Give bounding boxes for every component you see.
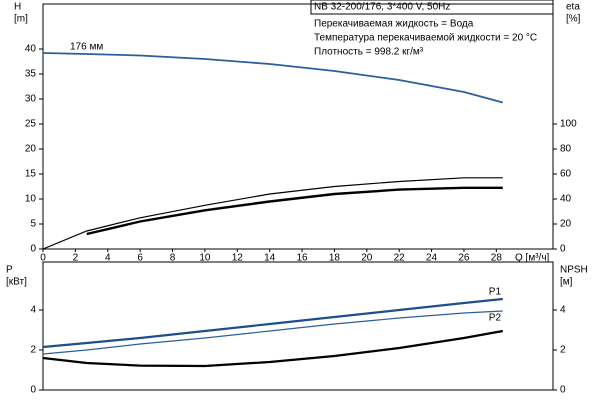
series-line [42, 329, 503, 368]
series-line [86, 186, 503, 236]
y2-axis-label: eta [566, 2, 580, 13]
y-tick-label: 35 [25, 69, 37, 80]
y-axis-label: P [6, 265, 13, 276]
y-axis-label: H [14, 2, 21, 13]
y2-tick-label: 80 [560, 144, 572, 155]
y-tick-label: 0 [30, 244, 36, 255]
x-tick-label: 28 [491, 253, 503, 264]
note: Перекачиваемая жидкость = Вода [314, 19, 474, 30]
note: Температура перекачиваемой жидкости = 20… [314, 33, 537, 44]
y-tick-label: 15 [25, 169, 37, 180]
annotation: 176 мм [70, 42, 103, 53]
y-tick-label: 20 [25, 144, 37, 155]
plot-frame [42, 261, 554, 391]
chart-title: NB 32-200/176, 3*400 V, 50Hz [314, 2, 450, 13]
y-tick-label: 30 [25, 94, 37, 105]
y2-tick-label: 2 [560, 345, 566, 356]
y2-tick-label: 0 [560, 385, 566, 396]
y2-tick-label: 40 [560, 194, 572, 205]
x-tick-label: 20 [361, 253, 373, 264]
series-label: P1 [489, 287, 502, 298]
y2-tick-label: 60 [560, 169, 572, 180]
plot-frame [42, 3, 554, 250]
title-box [310, 0, 554, 15]
y-axis-label: [m] [14, 14, 28, 25]
x-tick-label: 0 [40, 253, 46, 264]
y-tick-label: 25 [25, 119, 37, 130]
y2-tick-label: 20 [560, 219, 572, 230]
y2-axis-label: [м] [560, 277, 573, 288]
y-tick-label: 10 [25, 194, 37, 205]
y2-axis-label: [%] [566, 14, 581, 25]
y-tick-label: 5 [30, 219, 36, 230]
x-tick-label: 2 [73, 253, 79, 264]
note: Плотность = 998.2 кг/м³ [314, 47, 424, 58]
x-tick-label: 4 [105, 253, 111, 264]
series-line [42, 310, 503, 355]
series-line [42, 52, 504, 104]
series-line [42, 297, 503, 349]
x-tick-label: 26 [458, 253, 470, 264]
x-tick-label: 12 [232, 253, 244, 264]
x-tick-label: 10 [199, 253, 211, 264]
y-tick-label: 4 [30, 305, 36, 316]
x-axis-label: Q [м³/ч] [515, 253, 550, 264]
series-line [42, 177, 503, 250]
y2-tick-label: 4 [560, 305, 566, 316]
x-tick-label: 6 [137, 253, 143, 264]
y2-axis-label: NPSH [560, 265, 588, 276]
y-tick-label: 2 [30, 345, 36, 356]
x-tick-label: 14 [264, 253, 276, 264]
x-tick-label: 8 [170, 253, 176, 264]
x-tick-label: 18 [329, 253, 341, 264]
y-tick-label: 0 [30, 385, 36, 396]
x-tick-label: 24 [426, 253, 438, 264]
series-label: P2 [489, 313, 502, 324]
y2-tick-label: 0 [560, 244, 566, 255]
x-tick-label: 22 [394, 253, 406, 264]
y2-tick-label: 100 [560, 119, 577, 130]
x-tick-label: 16 [296, 253, 308, 264]
y-tick-label: 40 [25, 44, 37, 55]
y-axis-label: [кВт] [6, 277, 27, 288]
